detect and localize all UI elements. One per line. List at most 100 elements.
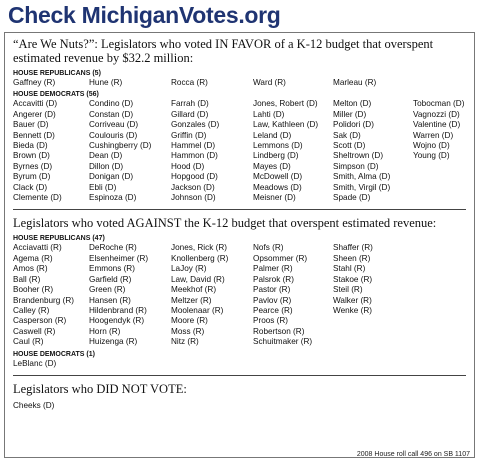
legislator: Booher (R) bbox=[13, 285, 54, 295]
legislator: Emmons (R) bbox=[89, 264, 135, 274]
group-label: HOUSE REPUBLICANS (47) bbox=[13, 235, 105, 243]
legislator: Johnson (D) bbox=[171, 193, 216, 203]
legislator: Garfield (R) bbox=[89, 274, 132, 284]
legislator: Accavitti (D) bbox=[13, 99, 58, 109]
section-title: Legislators who DID NOT VOTE: bbox=[13, 381, 187, 396]
legislator: Proos (R) bbox=[253, 316, 289, 326]
legislator: Byrum (D) bbox=[13, 172, 51, 182]
legislator: Green (R) bbox=[89, 285, 126, 295]
legislator: Ball (R) bbox=[13, 274, 41, 284]
legislator: Horn (R) bbox=[89, 326, 121, 336]
legislator: Smith, Virgil (D) bbox=[333, 182, 391, 192]
name-column: Tobocman (D) Vagnozzi (D) Valentine (D) War… bbox=[413, 99, 473, 203]
name-column: Condino (D) Constan (D) Corriveau (D) Coulo… bbox=[89, 99, 171, 203]
section-title: “Are We Nuts?”: Legislators who voted IN… bbox=[13, 37, 434, 65]
legislator: Moss (R) bbox=[171, 326, 205, 336]
legislator: Clemente (D) bbox=[13, 193, 62, 203]
footer: 2008 House roll call 496 on SB 1107 bbox=[356, 451, 470, 458]
legislator: Miller (D) bbox=[333, 109, 367, 119]
name-column: Acciavatti (R) Agema (R) Amos (R) Ball (R) B… bbox=[13, 243, 89, 347]
legislator: DeRoche (R) bbox=[89, 243, 137, 253]
group-label: HOUSE DEMOCRATS (1) bbox=[13, 350, 95, 358]
legislator: Moolenaar (R) bbox=[171, 305, 224, 315]
legislator: Ward (R) bbox=[253, 78, 286, 87]
legislator: Dillon (D) bbox=[89, 161, 124, 171]
legislator: Palsrok (R) bbox=[253, 274, 294, 284]
legislator: Gonzales (D) bbox=[171, 120, 220, 130]
legislator: Simpson (D) bbox=[333, 161, 379, 171]
legislator: Wenke (R) bbox=[333, 305, 372, 315]
legislator: Rocca (R) bbox=[171, 78, 208, 87]
legislator: Clack (D) bbox=[13, 182, 48, 192]
legislator: Coulouris (D) bbox=[89, 130, 138, 140]
legislator: Corriveau (D) bbox=[89, 120, 139, 130]
legislator: Vagnozzi (D) bbox=[413, 109, 460, 119]
legislator: Calley (R) bbox=[13, 305, 50, 315]
legislator: Walker (R) bbox=[333, 295, 372, 305]
legislator: Brown (D) bbox=[13, 151, 50, 161]
legislator: Jones, Robert (D) bbox=[253, 99, 318, 109]
legislator: Palmer (R) bbox=[253, 264, 293, 274]
legislator: Dean (D) bbox=[89, 151, 123, 161]
legislator: Amos (R) bbox=[13, 264, 48, 274]
legislator: Robertson (R) bbox=[253, 326, 305, 336]
legislator: Smith, Alma (D) bbox=[333, 172, 391, 182]
legislator: Steil (R) bbox=[333, 285, 363, 295]
legislator: Pastor (R) bbox=[253, 285, 291, 295]
legislator: Meadows (D) bbox=[253, 182, 302, 192]
legislator: Hood (D) bbox=[171, 161, 205, 171]
legislator: Caul (R) bbox=[13, 337, 44, 347]
legislator: Lahti (D) bbox=[253, 109, 285, 119]
legislator: Stakoe (R) bbox=[333, 274, 373, 284]
name-column: Gaffney (R) bbox=[13, 78, 89, 88]
legislator: Hammel (D) bbox=[171, 141, 216, 151]
legislator: Farrah (D) bbox=[171, 99, 209, 109]
legislator: Acciavatti (R) bbox=[13, 243, 62, 253]
name-column: Nofs (R) Opsommer (R) Palmer (R) Palsrok (R… bbox=[253, 243, 333, 347]
legislator: Jones, Rick (R) bbox=[171, 243, 227, 253]
legislator: Hildenbrand (R) bbox=[89, 305, 147, 315]
legislator: LeBlanc (D) bbox=[13, 358, 57, 368]
legislator: Brandenburg (R) bbox=[13, 295, 74, 305]
legislator: Pearce (R) bbox=[253, 305, 293, 315]
legislator: Wojno (D) bbox=[413, 141, 450, 151]
name-grid: Gaffney (R) Hune (R) Rocca (R) Ward (R) Marl… bbox=[13, 78, 466, 88]
legislator: Marleau (R) bbox=[333, 78, 377, 87]
legislator: Huizenga (R) bbox=[89, 337, 138, 347]
legislator: Meekhof (R) bbox=[171, 285, 217, 295]
legislator: Schuitmaker (R) bbox=[253, 337, 313, 347]
name-column: Jones, Rick (R) Knollenberg (R) LaJoy (R) L… bbox=[171, 243, 253, 347]
legislator: Hopgood (D) bbox=[171, 172, 218, 182]
name-column: Shaffer (R) Sheen (R) Stahl (R) Stakoe (R) S… bbox=[333, 243, 413, 347]
section: “Are We Nuts?”: Legislators who voted IN… bbox=[13, 37, 466, 211]
legislator: Young (D) bbox=[413, 151, 450, 161]
legislator: Gaffney (R) bbox=[13, 78, 56, 87]
legislator: Spade (D) bbox=[333, 193, 371, 203]
legislator: Elsenheimer (R) bbox=[89, 253, 149, 263]
legislator: Nitz (R) bbox=[171, 337, 199, 347]
name-column: Accavitti (D) Angerer (D) Bauer (D) Bennett… bbox=[13, 99, 89, 203]
name-column: Hune (R) bbox=[89, 78, 171, 88]
section: Legislators who voted AGAINST the K-12 b… bbox=[13, 216, 466, 376]
legislator: Sheen (R) bbox=[333, 253, 371, 263]
legislator: Hammon (D) bbox=[171, 151, 218, 161]
legislator: Hoogendyk (R) bbox=[89, 316, 145, 326]
legislator: Griffin (D) bbox=[171, 130, 207, 140]
name-grid: LeBlanc (D) bbox=[13, 359, 466, 369]
legislator: Knollenberg (R) bbox=[171, 253, 229, 263]
legislator: Mayes (D) bbox=[253, 161, 291, 171]
legislator: Melton (D) bbox=[333, 99, 372, 109]
site-title: Check MichiganVotes.org bbox=[8, 2, 281, 28]
legislator: Leland (D) bbox=[253, 130, 292, 140]
legislator: Casperson (R) bbox=[13, 316, 67, 326]
name-column: Farrah (D) Gillard (D) Gonzales (D) Griffin… bbox=[171, 99, 253, 203]
legislator: Polidori (D) bbox=[333, 120, 374, 130]
legislator: Bauer (D) bbox=[13, 120, 49, 130]
section-title: Legislators who voted AGAINST the K-12 b… bbox=[13, 216, 437, 231]
legislator: Shaffer (R) bbox=[333, 243, 373, 253]
legislator: Bennett (D) bbox=[13, 130, 55, 140]
name-column: LeBlanc (D) bbox=[13, 359, 89, 369]
legislator: Scott (D) bbox=[333, 141, 366, 151]
legislator: Angerer (D) bbox=[13, 109, 56, 119]
